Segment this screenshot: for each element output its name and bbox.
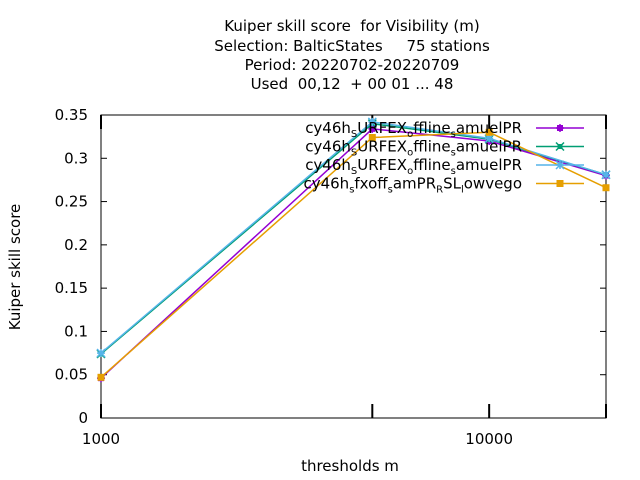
y-tick-label: 0.1	[64, 322, 88, 340]
series-point	[602, 184, 610, 192]
series-point	[555, 160, 565, 170]
series-layer	[96, 117, 611, 383]
series-point	[601, 170, 611, 180]
series-point	[368, 124, 377, 133]
y-tick-label: 0.25	[55, 193, 88, 211]
y-axis-label: Kuiper skill score	[6, 204, 24, 331]
legend-label: cy46hSURFEXofflinesamuelPR	[305, 156, 522, 177]
title-line-1: Kuiper skill score for Visibility (m)	[224, 17, 480, 35]
series-point	[96, 348, 106, 358]
x-tick-label: 10000	[465, 430, 513, 448]
legend: cy46hSURFEXofflinesamuelPRcy46hSURFEXoff…	[303, 119, 584, 196]
plot-frame	[100, 114, 607, 419]
series-4	[97, 128, 610, 381]
series-1	[97, 124, 610, 383]
title-line-3: Period: 20220702-20220709	[244, 56, 460, 74]
series-point	[556, 124, 564, 132]
series-point	[556, 180, 564, 187]
y-tick-label: 0	[78, 409, 88, 427]
legend-entry: cy46hSURFEXofflinesamuelPR	[305, 119, 584, 140]
series-point	[367, 117, 377, 127]
plot-axes: 0 0.05 0.1 0.15 0.2 0.25 0.3 0.35 1000 10000	[55, 106, 607, 448]
legend-label: cy46hSURFEXofflinesamuelPR	[305, 119, 522, 140]
legend-entry: cy46hSURFEXofflinesamuelPR	[305, 138, 584, 159]
y-tick-label: 0.3	[64, 149, 88, 167]
y-tick-label: 0.15	[55, 279, 88, 297]
y-tick-label: 0.35	[55, 106, 88, 124]
title-line-4: Used 00,12 + 00 01 ... 48	[250, 75, 454, 93]
y-tick-label: 0.2	[64, 236, 88, 254]
series-line	[100, 121, 607, 354]
y-tick-label: 0.05	[55, 366, 88, 384]
series-3	[96, 117, 611, 358]
series-point	[555, 141, 565, 152]
legend-label: cy46hSURFEXofflinesamuelPR	[305, 138, 522, 159]
series-point	[97, 373, 105, 381]
legend-label: cy46hsfxoffsamPRRSLlowvego	[303, 175, 522, 196]
x-tick-label: 1000	[82, 430, 120, 448]
title-line-2: Selection: BalticStates 75 stations	[214, 37, 490, 55]
legend-entry: cy46hsfxoffsamPRRSLlowvego	[303, 175, 584, 196]
series-point	[368, 134, 376, 142]
x-axis-label: thresholds m	[301, 457, 399, 475]
series-line	[100, 131, 607, 378]
legend-entry: cy46hSURFEXofflinesamuelPR	[305, 156, 584, 177]
series-point	[485, 128, 493, 136]
